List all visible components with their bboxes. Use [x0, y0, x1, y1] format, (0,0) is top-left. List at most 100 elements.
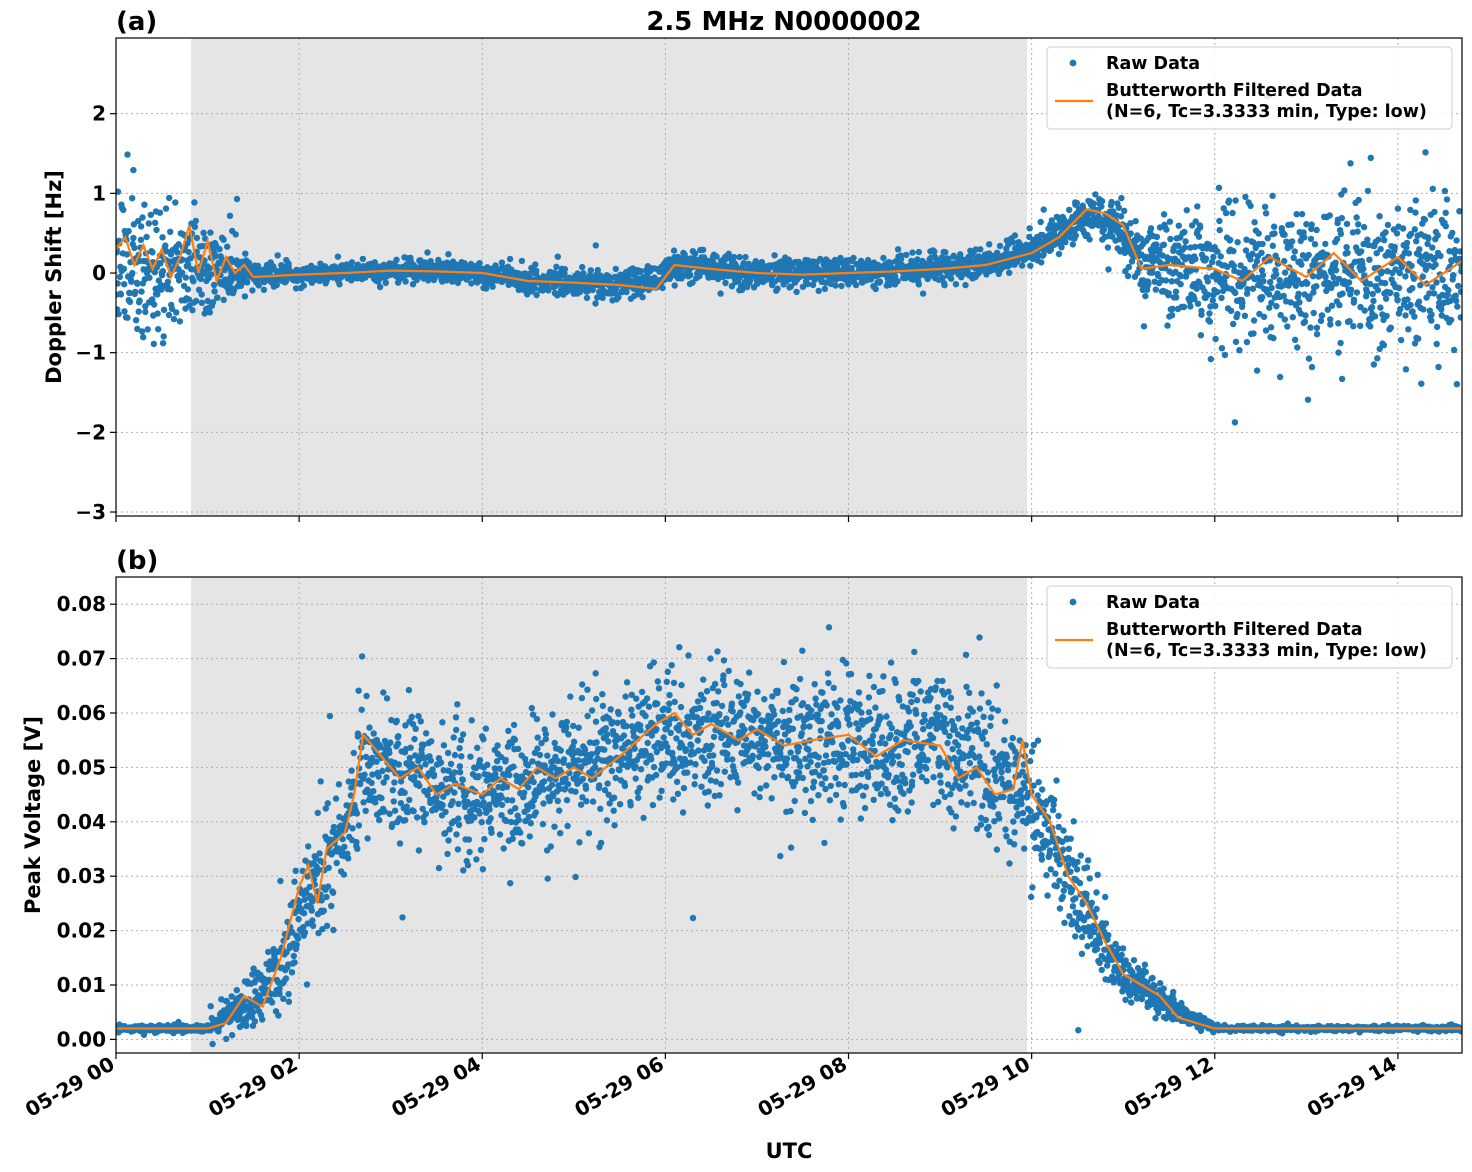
raw-data-point [1221, 351, 1229, 359]
raw-data-point [1322, 273, 1329, 280]
raw-data-point [1369, 290, 1376, 298]
raw-data-point [704, 802, 711, 809]
raw-data-point [664, 668, 671, 675]
raw-data-point [1370, 297, 1377, 305]
raw-data-point [532, 261, 539, 268]
raw-data-point [1256, 310, 1263, 318]
raw-data-point [1140, 323, 1148, 330]
raw-data-point [817, 255, 824, 263]
raw-data-point [293, 941, 300, 949]
raw-data-point [1309, 273, 1317, 280]
raw-data-point [1232, 338, 1240, 345]
raw-data-point [514, 745, 522, 753]
raw-data-point [309, 917, 316, 924]
raw-data-point [170, 315, 178, 323]
raw-data-point [405, 686, 413, 694]
raw-data-point [1442, 223, 1450, 230]
raw-data-point [483, 285, 490, 292]
raw-data-point [643, 695, 651, 702]
raw-data-point [1202, 255, 1210, 262]
raw-data-point [1258, 249, 1265, 256]
raw-data-point [669, 749, 676, 757]
raw-data-point [191, 199, 198, 206]
raw-data-point [542, 730, 550, 738]
raw-data-point [147, 211, 154, 218]
raw-data-point [1308, 221, 1315, 228]
raw-data-point [399, 914, 406, 921]
raw-data-point [512, 805, 519, 812]
raw-data-point [137, 236, 145, 243]
raw-data-point [395, 733, 402, 740]
raw-data-point [348, 767, 355, 774]
raw-data-point [389, 787, 396, 794]
raw-data-point [1229, 209, 1236, 217]
raw-data-point [599, 702, 607, 710]
raw-data-point [684, 769, 691, 776]
raw-data-point [579, 263, 586, 271]
raw-data-point [1307, 235, 1315, 243]
raw-data-point [1127, 230, 1134, 237]
raw-data-point [185, 296, 193, 303]
raw-data-point [947, 275, 955, 282]
raw-data-point [386, 749, 393, 757]
raw-data-point [1224, 263, 1231, 271]
raw-data-point [1261, 203, 1269, 210]
raw-data-point [192, 297, 200, 305]
y-tick-label: −1 [75, 341, 106, 365]
raw-data-point [623, 679, 631, 686]
raw-data-point [544, 875, 551, 882]
raw-data-point [1432, 261, 1439, 268]
raw-data-point [361, 771, 368, 778]
raw-data-point [670, 796, 677, 803]
raw-data-point [539, 820, 547, 828]
raw-data-point [363, 692, 370, 700]
raw-data-point [332, 795, 340, 802]
raw-data-point [481, 835, 488, 843]
raw-data-point [607, 706, 614, 713]
raw-data-point [422, 761, 429, 768]
raw-data-point [1175, 242, 1182, 249]
raw-data-point [383, 695, 391, 702]
raw-data-point [1220, 205, 1227, 212]
raw-data-point [1450, 272, 1457, 279]
raw-data-point [1313, 324, 1321, 331]
raw-data-point [158, 286, 165, 293]
raw-data-point [852, 281, 860, 289]
raw-data-point [637, 267, 644, 275]
raw-data-point [421, 819, 428, 826]
raw-data-point [572, 788, 579, 795]
raw-data-point [691, 773, 699, 780]
raw-data-point [532, 809, 539, 816]
raw-data-point [1121, 207, 1128, 214]
raw-data-point [1326, 212, 1333, 219]
raw-data-point [592, 718, 600, 725]
raw-data-point [1367, 323, 1374, 330]
raw-data-point [738, 286, 746, 294]
raw-data-point [1374, 275, 1381, 282]
raw-data-point [445, 251, 452, 258]
raw-data-point [130, 234, 137, 242]
raw-data-point [480, 799, 487, 806]
raw-data-point [676, 644, 683, 651]
raw-data-point [1358, 248, 1365, 255]
raw-data-point [1438, 306, 1445, 313]
raw-data-point [209, 1040, 216, 1048]
raw-data-point [1310, 289, 1317, 296]
raw-data-point [679, 809, 687, 816]
raw-data-point [1377, 304, 1384, 311]
raw-data-point [510, 763, 517, 770]
raw-data-point [207, 1003, 214, 1010]
raw-data-point [193, 234, 201, 242]
raw-data-point [130, 166, 137, 174]
panel-b-label: (b) [116, 546, 158, 576]
raw-data-point [1327, 321, 1334, 328]
raw-data-point [1431, 208, 1438, 216]
raw-data-point [682, 746, 690, 753]
raw-data-point [138, 328, 146, 335]
raw-data-point [178, 269, 186, 276]
raw-data-point [1357, 303, 1364, 311]
raw-data-point [132, 317, 140, 324]
raw-data-point [1327, 316, 1334, 323]
raw-data-point [372, 799, 379, 806]
raw-data-point [268, 999, 276, 1006]
